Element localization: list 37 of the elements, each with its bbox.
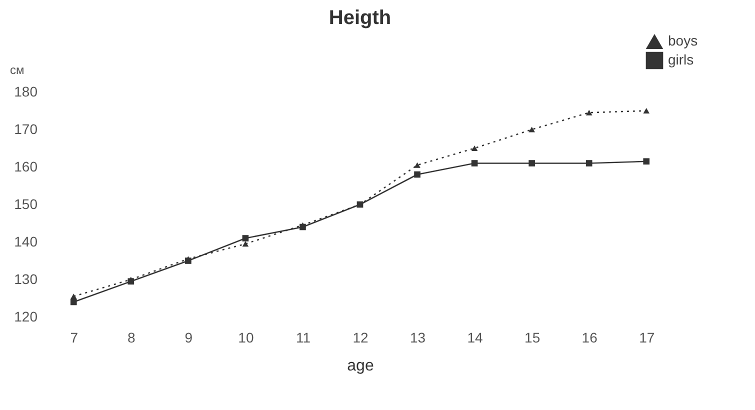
chart-title: Heigth (328, 7, 392, 29)
legend-label: girls (668, 52, 694, 68)
x-tick-label: 16 (582, 330, 598, 346)
point (242, 241, 249, 247)
point (414, 162, 420, 168)
y-tick-label: 180 (14, 84, 38, 100)
y-tick-label: 160 (14, 158, 38, 174)
point (70, 294, 77, 300)
x-tick-label: 10 (238, 330, 254, 346)
point (586, 110, 592, 116)
point (70, 298, 77, 306)
point (586, 160, 592, 166)
point (528, 160, 535, 166)
legend-label: boys (668, 32, 698, 48)
y-tick-label: 140 (14, 234, 38, 250)
x-tick-label: 11 (296, 330, 311, 346)
y-axis-title: см (10, 63, 24, 77)
point (528, 126, 535, 132)
y-tick-label: 120 (14, 308, 38, 324)
point (414, 171, 420, 178)
point (471, 160, 478, 166)
point (471, 146, 478, 151)
y-tick-label: 130 (14, 271, 38, 287)
x-tick-label: 14 (467, 330, 484, 346)
x-tick-label: 13 (410, 330, 426, 346)
y-tick-label: 170 (14, 121, 38, 137)
x-tick-label: 15 (524, 330, 540, 346)
x-tick-label: 9 (184, 330, 193, 346)
x-tick-label: 8 (128, 330, 136, 346)
x-tick-label: 12 (352, 330, 368, 346)
y-tick-label: 150 (14, 196, 38, 212)
x-axis-title: age (347, 358, 374, 374)
point (643, 158, 650, 165)
point (242, 235, 249, 242)
x-tick-label: 7 (70, 330, 78, 346)
point (643, 108, 650, 114)
x-tick-label: 17 (639, 330, 655, 346)
